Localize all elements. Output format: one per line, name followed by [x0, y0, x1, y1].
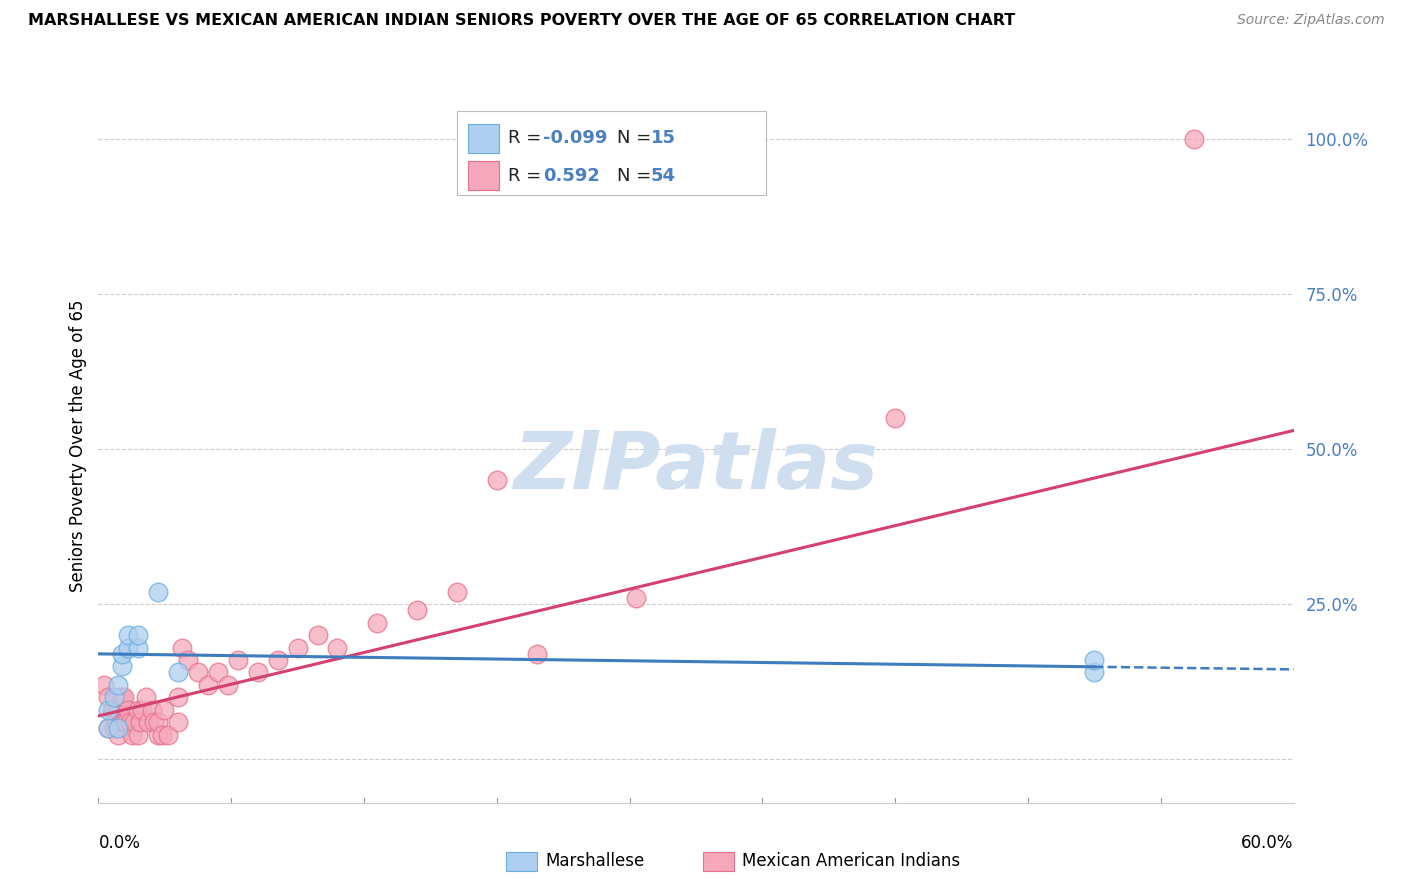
- Point: [127, 628, 149, 642]
- Point: [1083, 665, 1105, 680]
- Text: N =: N =: [617, 167, 657, 185]
- Text: N =: N =: [617, 129, 657, 147]
- Point: [167, 715, 190, 730]
- Point: [127, 640, 149, 655]
- Text: 0.0%: 0.0%: [98, 834, 141, 852]
- Point: [97, 722, 120, 736]
- Point: [107, 690, 129, 705]
- Point: [103, 690, 125, 705]
- Text: ZIPatlas: ZIPatlas: [513, 428, 879, 507]
- Point: [111, 690, 134, 705]
- Text: R =: R =: [508, 167, 547, 185]
- Point: [93, 678, 115, 692]
- Point: [107, 703, 129, 717]
- Point: [97, 722, 120, 736]
- Point: [246, 665, 269, 680]
- Point: [172, 640, 194, 655]
- Point: [105, 715, 128, 730]
- Point: [307, 628, 329, 642]
- Point: [121, 727, 143, 741]
- Point: [446, 584, 468, 599]
- Point: [129, 715, 152, 730]
- Text: Source: ZipAtlas.com: Source: ZipAtlas.com: [1237, 13, 1385, 28]
- Point: [97, 690, 120, 705]
- Point: [107, 678, 129, 692]
- Text: 54: 54: [651, 167, 676, 185]
- Point: [143, 715, 166, 730]
- Point: [131, 703, 153, 717]
- Text: 60.0%: 60.0%: [1241, 834, 1294, 852]
- Point: [167, 690, 190, 705]
- Text: MARSHALLESE VS MEXICAN AMERICAN INDIAN SENIORS POVERTY OVER THE AGE OF 65 CORREL: MARSHALLESE VS MEXICAN AMERICAN INDIAN S…: [28, 13, 1015, 29]
- Point: [197, 678, 219, 692]
- Text: 0.592: 0.592: [543, 167, 599, 185]
- Point: [150, 727, 173, 741]
- Point: [141, 703, 163, 717]
- Point: [112, 715, 135, 730]
- Point: [267, 653, 290, 667]
- Y-axis label: Seniors Poverty Over the Age of 65: Seniors Poverty Over the Age of 65: [69, 300, 87, 592]
- Point: [127, 727, 149, 741]
- Point: [1182, 132, 1205, 146]
- Text: 15: 15: [651, 129, 676, 147]
- Text: R =: R =: [508, 129, 547, 147]
- Point: [148, 584, 170, 599]
- Point: [157, 727, 180, 741]
- Point: [148, 715, 170, 730]
- Point: [127, 703, 149, 717]
- Point: [117, 640, 139, 655]
- Point: [112, 690, 135, 705]
- Point: [136, 715, 159, 730]
- Point: [167, 665, 190, 680]
- Point: [148, 727, 170, 741]
- Text: -0.099: -0.099: [543, 129, 607, 147]
- Point: [107, 722, 129, 736]
- Point: [217, 678, 239, 692]
- Point: [135, 690, 157, 705]
- Point: [187, 665, 209, 680]
- Point: [177, 653, 200, 667]
- Text: Marshallese: Marshallese: [546, 852, 645, 870]
- Point: [97, 703, 120, 717]
- Point: [366, 615, 388, 630]
- Point: [526, 647, 548, 661]
- Point: [120, 715, 142, 730]
- Point: [101, 703, 124, 717]
- Text: Mexican American Indians: Mexican American Indians: [742, 852, 960, 870]
- Point: [624, 591, 647, 605]
- Point: [406, 603, 429, 617]
- Point: [115, 715, 138, 730]
- Point: [111, 659, 134, 673]
- Point: [111, 647, 134, 661]
- Point: [107, 727, 129, 741]
- Point: [117, 703, 139, 717]
- Point: [1083, 653, 1105, 667]
- Point: [485, 473, 508, 487]
- Point: [103, 722, 125, 736]
- Point: [207, 665, 229, 680]
- Point: [117, 628, 139, 642]
- Point: [226, 653, 249, 667]
- Point: [287, 640, 309, 655]
- Point: [111, 715, 134, 730]
- Point: [103, 703, 125, 717]
- Point: [153, 703, 176, 717]
- Point: [124, 715, 146, 730]
- Point: [884, 411, 907, 425]
- Point: [326, 640, 349, 655]
